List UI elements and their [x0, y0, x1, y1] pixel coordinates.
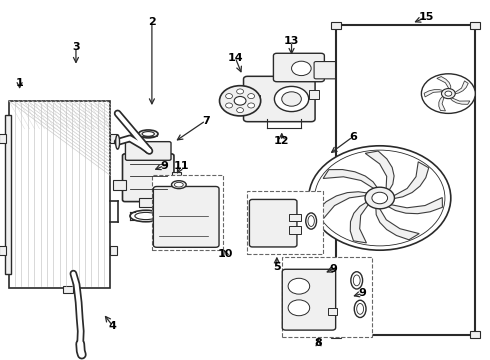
Bar — [336, 25, 475, 335]
Text: 2: 2 — [148, 17, 156, 27]
Bar — [247, 95, 260, 103]
Text: 6: 6 — [349, 132, 357, 142]
Polygon shape — [318, 192, 369, 219]
Bar — [152, 175, 223, 250]
Text: 8: 8 — [315, 338, 322, 348]
FancyBboxPatch shape — [273, 53, 324, 82]
Circle shape — [248, 103, 255, 108]
Circle shape — [288, 300, 310, 316]
FancyBboxPatch shape — [282, 269, 336, 330]
Bar — [113, 180, 126, 190]
FancyBboxPatch shape — [244, 76, 315, 122]
Polygon shape — [376, 207, 419, 240]
Bar — [172, 172, 181, 181]
Circle shape — [421, 74, 475, 113]
Circle shape — [372, 192, 388, 204]
FancyBboxPatch shape — [153, 186, 219, 247]
Text: 7: 7 — [202, 116, 210, 126]
FancyBboxPatch shape — [314, 62, 338, 79]
Text: 3: 3 — [72, 42, 80, 52]
Text: 14: 14 — [227, 53, 243, 63]
Polygon shape — [424, 90, 444, 97]
Text: 9: 9 — [359, 288, 367, 298]
Text: 9: 9 — [160, 161, 168, 171]
Circle shape — [292, 61, 311, 76]
Polygon shape — [450, 98, 470, 104]
Text: 12: 12 — [274, 136, 290, 146]
Bar — [139, 198, 155, 207]
Bar — [289, 214, 301, 221]
Text: 10: 10 — [218, 249, 233, 259]
Ellipse shape — [138, 130, 158, 138]
Polygon shape — [437, 77, 451, 90]
Bar — [5, 115, 11, 274]
Text: 1: 1 — [16, 78, 24, 88]
Polygon shape — [454, 81, 468, 94]
Bar — [0, 134, 6, 143]
Ellipse shape — [142, 131, 154, 136]
Bar — [470, 331, 480, 338]
FancyBboxPatch shape — [125, 142, 171, 160]
Bar — [110, 134, 117, 143]
Polygon shape — [392, 162, 429, 199]
Circle shape — [237, 108, 244, 113]
Bar — [110, 246, 117, 255]
Ellipse shape — [172, 181, 186, 189]
FancyBboxPatch shape — [249, 199, 297, 247]
Text: 11: 11 — [173, 161, 189, 171]
Text: 4: 4 — [109, 321, 117, 331]
Ellipse shape — [174, 182, 183, 187]
Bar — [247, 191, 323, 254]
Circle shape — [234, 96, 246, 105]
Circle shape — [225, 103, 232, 108]
Ellipse shape — [116, 135, 120, 149]
Polygon shape — [387, 198, 442, 214]
Circle shape — [237, 89, 244, 94]
Bar — [289, 226, 301, 234]
Bar — [63, 286, 73, 293]
Circle shape — [309, 146, 451, 250]
Bar — [9, 101, 110, 288]
Bar — [309, 90, 319, 99]
Circle shape — [220, 86, 261, 116]
Circle shape — [445, 91, 452, 96]
Text: 5: 5 — [273, 262, 281, 272]
Circle shape — [441, 89, 455, 99]
Text: 13: 13 — [284, 36, 299, 46]
Circle shape — [365, 187, 394, 209]
Circle shape — [248, 94, 255, 99]
Bar — [331, 22, 341, 29]
Polygon shape — [350, 201, 368, 243]
Text: 15: 15 — [418, 12, 434, 22]
Polygon shape — [439, 96, 445, 111]
Polygon shape — [323, 170, 378, 189]
Bar — [328, 308, 337, 315]
Polygon shape — [365, 151, 394, 191]
Bar — [331, 331, 341, 338]
Bar — [470, 22, 480, 29]
Circle shape — [282, 92, 301, 106]
Bar — [282, 257, 372, 337]
Circle shape — [225, 94, 232, 99]
Bar — [0, 246, 6, 255]
Circle shape — [288, 278, 310, 294]
FancyBboxPatch shape — [122, 154, 174, 202]
Text: 9: 9 — [329, 264, 337, 274]
Circle shape — [274, 86, 309, 112]
